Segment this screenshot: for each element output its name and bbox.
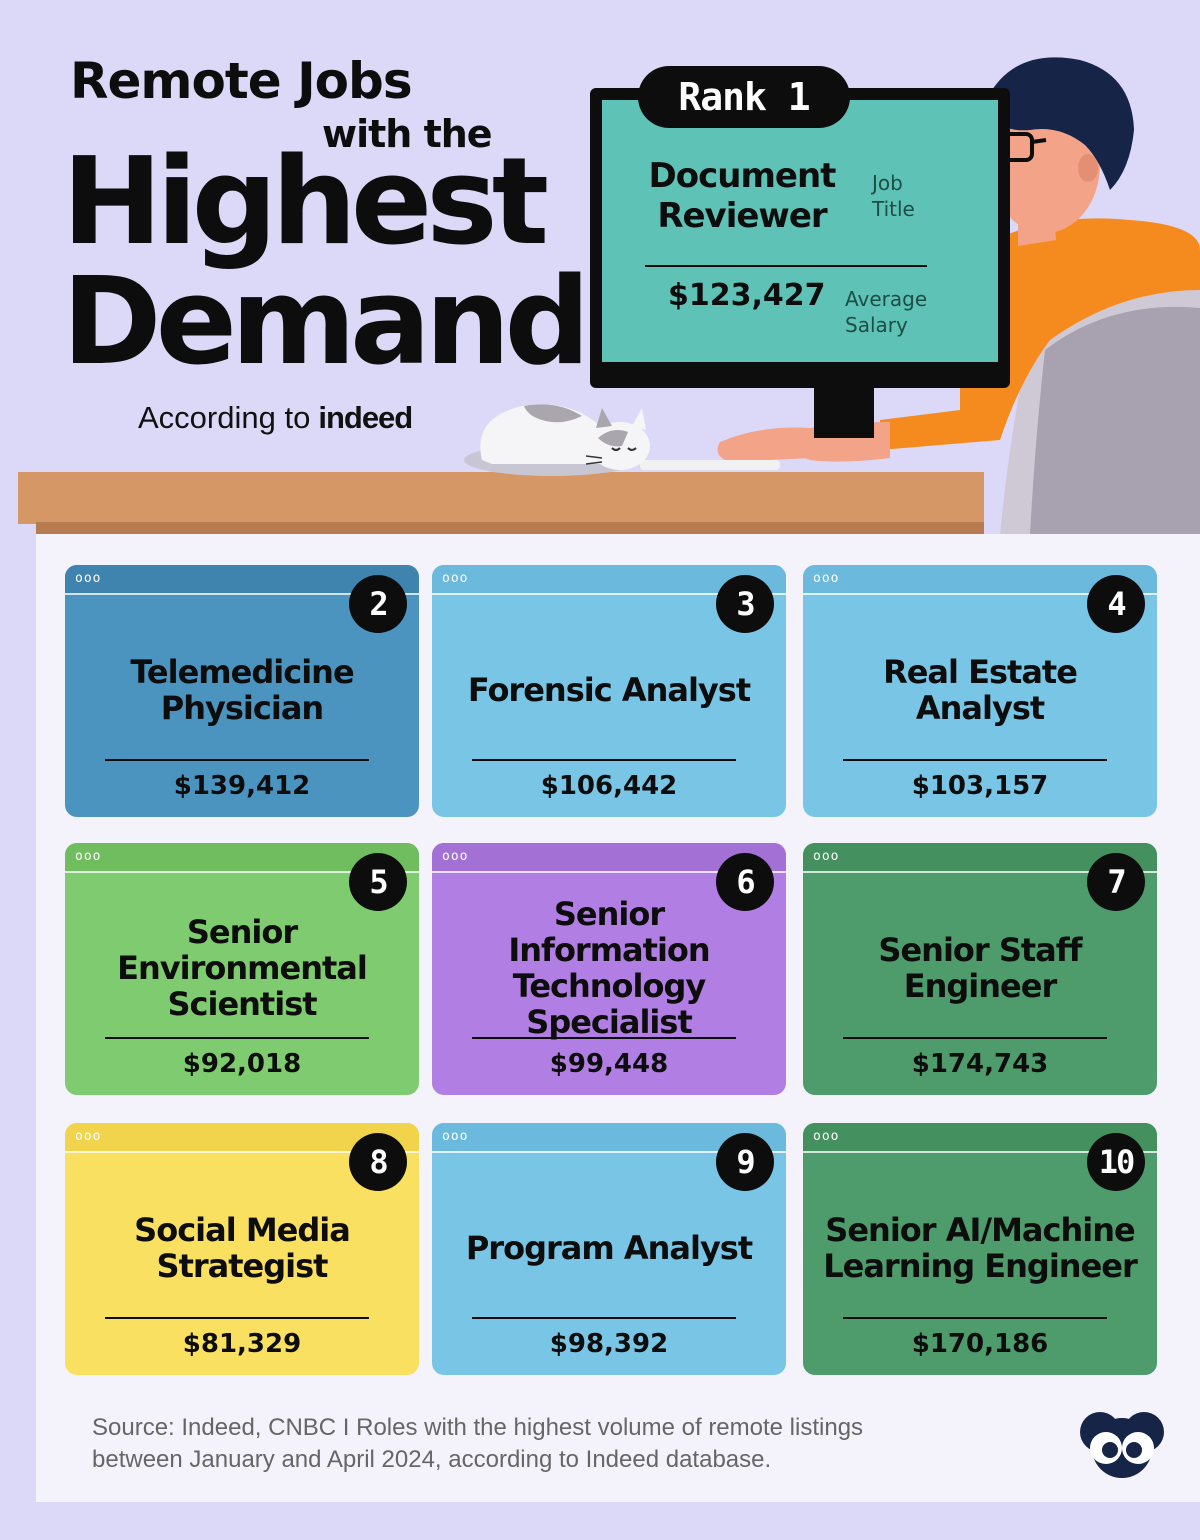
card-bar-divider	[432, 1151, 786, 1153]
person-at-computer-icon	[717, 57, 1200, 535]
card-divider	[843, 759, 1107, 761]
monitor-stand	[814, 388, 874, 438]
window-dots-icon: ooo	[813, 849, 840, 864]
card-bar-divider	[65, 1151, 419, 1153]
job-title: Telemedicine Physician	[130, 653, 354, 727]
job-card-rank-2: ooo 2 Telemedicine Physician $139,412	[65, 565, 419, 817]
source-line-2: between January and April 2024, accordin…	[92, 1446, 772, 1473]
title-line-3: Highest	[62, 133, 549, 272]
rank-1-divider	[645, 265, 927, 267]
job-card-rank-10: ooo 10 Senior AI/Machine Learning Engineer…	[803, 1123, 1157, 1375]
card-divider	[472, 1317, 736, 1319]
rank-badge: 4	[1087, 575, 1145, 633]
card-divider	[105, 759, 369, 761]
job-card-rank-3: ooo 3 Forensic Analyst $106,442	[432, 565, 786, 817]
job-title: Senior Environmental Scientist	[117, 913, 368, 1023]
average-salary: $139,412	[173, 771, 311, 801]
desk-edge	[36, 522, 984, 534]
card-bar-divider	[803, 1151, 1157, 1153]
title-line-4: Demand	[62, 253, 590, 392]
job-card-rank-6: ooo 6 Senior Information Technology Specia…	[432, 843, 786, 1095]
average-salary: $106,442	[540, 771, 678, 801]
card-divider	[472, 759, 736, 761]
sleeping-cat-icon	[464, 404, 650, 476]
card-bar-divider	[803, 593, 1157, 595]
rank-1-salary-label: Average Salary	[845, 287, 928, 337]
card-divider	[843, 1317, 1107, 1319]
average-salary: $98,392	[549, 1329, 669, 1359]
average-salary: $99,448	[549, 1049, 669, 1079]
window-dots-icon: ooo	[75, 571, 102, 586]
job-card-rank-8: ooo 8 Social Media Strategist $81,329	[65, 1123, 419, 1375]
window-dots-icon: ooo	[75, 849, 102, 864]
job-title: Senior AI/Machine Learning Engineer	[823, 1211, 1138, 1285]
card-bar-divider	[432, 593, 786, 595]
source-line-1: Source: Indeed, CNBC I Roles with the hi…	[92, 1414, 864, 1441]
average-salary: $92,018	[182, 1049, 302, 1079]
title-line-2: with the	[322, 112, 493, 156]
rank-badge: 8	[349, 1133, 407, 1191]
job-card-rank-7: ooo 7 Senior Staff Engineer $174,743	[803, 843, 1157, 1095]
source-note: Source: Indeed, CNBC I Roles with the hi…	[92, 1412, 952, 1476]
window-dots-icon: ooo	[813, 571, 840, 586]
card-bar-divider	[65, 871, 419, 873]
rank-1-job-title: Document Reviewer	[648, 156, 837, 236]
rank-1-pill: Rank 1	[638, 66, 850, 128]
average-salary: $170,186	[911, 1329, 1049, 1359]
window-dots-icon: ooo	[442, 849, 469, 864]
rank-badge: 3	[716, 575, 774, 633]
job-title: Senior Staff Engineer	[878, 931, 1082, 1005]
card-bar-divider	[65, 593, 419, 595]
card-divider	[105, 1037, 369, 1039]
average-salary: $103,157	[911, 771, 1049, 801]
title-line-1: Remote Jobs	[70, 52, 413, 110]
visual-capitalist-logo-icon	[1080, 1412, 1164, 1478]
window-dots-icon: ooo	[813, 1129, 840, 1144]
rank-badge: 9	[716, 1133, 774, 1191]
job-title: Real Estate Analyst	[883, 653, 1078, 727]
keyboard	[640, 460, 780, 470]
card-bar-divider	[803, 871, 1157, 873]
rank-badge: 10	[1087, 1133, 1145, 1191]
indeed-brand: indeed	[318, 400, 413, 435]
job-title: Social Media Strategist	[134, 1211, 351, 1285]
desk	[18, 472, 984, 524]
average-salary: $81,329	[182, 1329, 302, 1359]
average-salary: $174,743	[911, 1049, 1049, 1079]
rank-badge: 2	[349, 575, 407, 633]
monitor-screen	[602, 100, 998, 362]
attribution: According to indeed	[138, 400, 413, 436]
window-dots-icon: ooo	[442, 1129, 469, 1144]
attribution-prefix: According to	[138, 400, 311, 435]
card-bar-divider	[432, 871, 786, 873]
rank-badge: 6	[716, 853, 774, 911]
job-card-rank-5: ooo 5 Senior Environmental Scientist $92,01…	[65, 843, 419, 1095]
rank-badge: 7	[1087, 853, 1145, 911]
job-card-rank-4: ooo 4 Real Estate Analyst $103,157	[803, 565, 1157, 817]
rank-1-job-title-label: Job Title	[872, 171, 915, 221]
window-dots-icon: ooo	[442, 571, 469, 586]
job-card-rank-9: ooo 9 Program Analyst $98,392	[432, 1123, 786, 1375]
job-title: Program Analyst	[465, 1229, 753, 1267]
window-dots-icon: ooo	[75, 1129, 102, 1144]
card-divider	[105, 1317, 369, 1319]
rank-1-salary: $123,427	[668, 278, 826, 313]
card-divider	[843, 1037, 1107, 1039]
job-title: Forensic Analyst	[467, 671, 751, 709]
rank-badge: 5	[349, 853, 407, 911]
card-divider	[472, 1037, 736, 1039]
job-title: Senior Information Technology Specialist	[508, 895, 710, 1041]
